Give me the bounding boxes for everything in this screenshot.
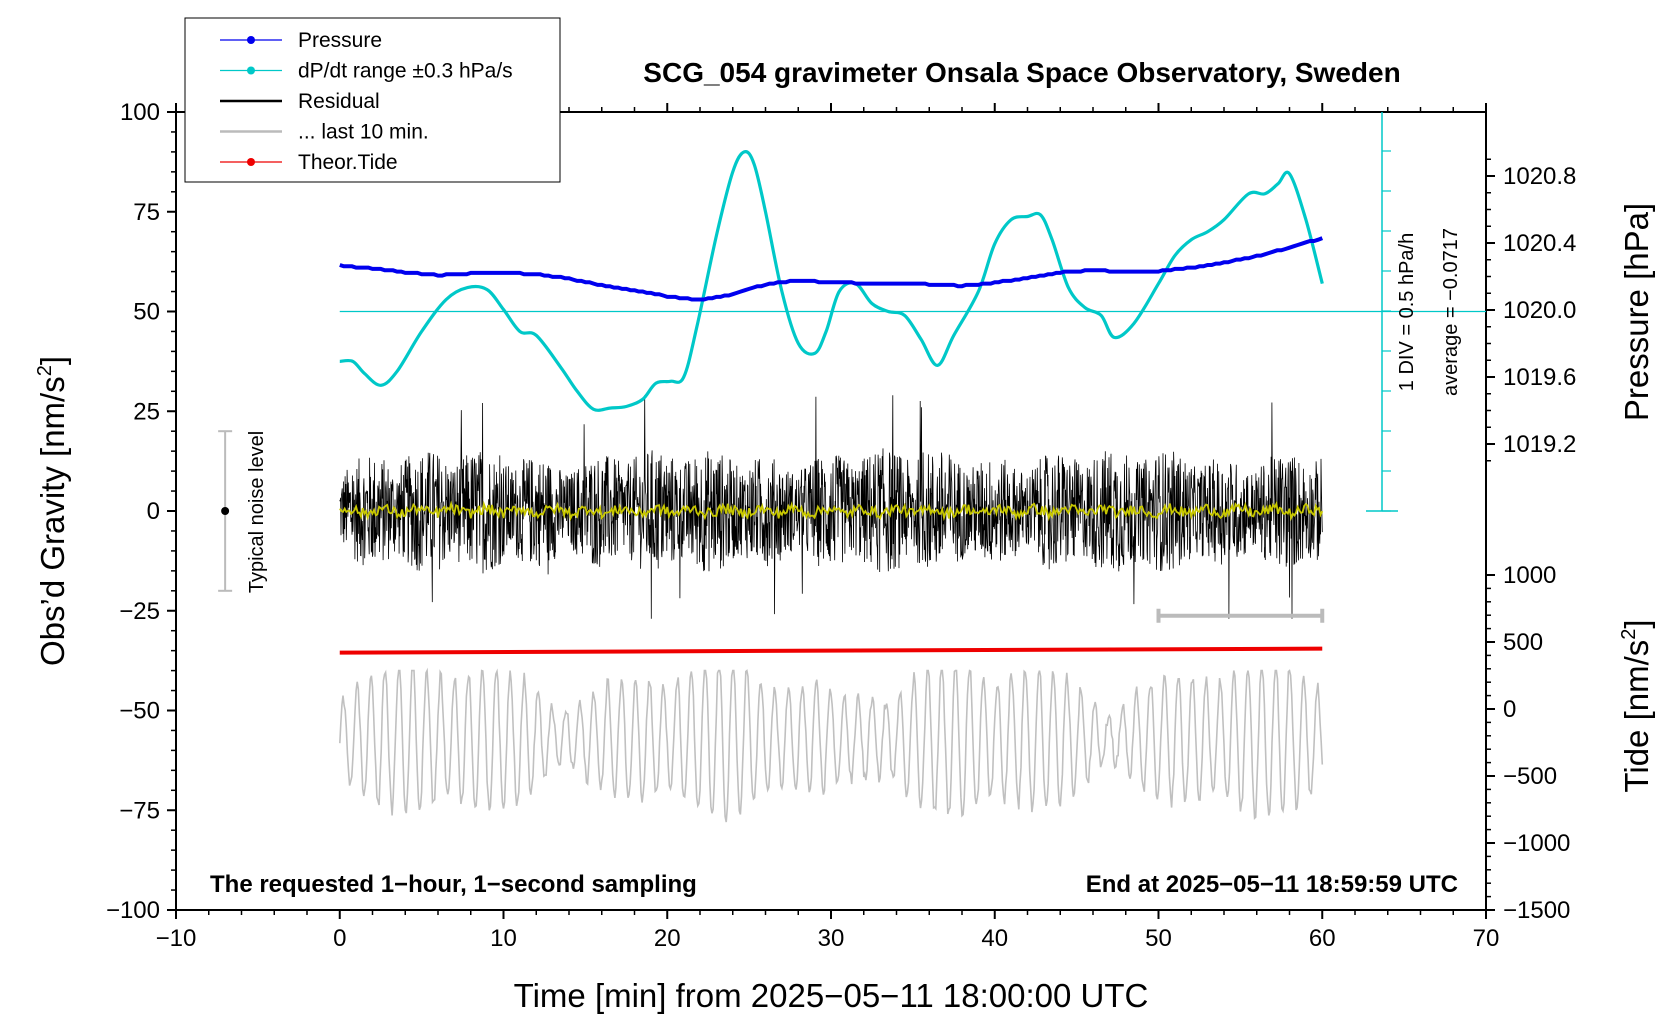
x-tick-label: 0 [333,925,346,952]
pressure-tick-label: 1019.2 [1503,431,1576,458]
x-tick-label: 30 [818,925,845,952]
y-axis-left: 100 75 50 25 0 −25 −50 −75 −100 [106,99,176,924]
y-tick-label: −75 [119,797,160,824]
y-tick-label: −50 [119,698,160,725]
y-tick-label: −25 [119,598,160,625]
x-axis: −10 0 10 20 30 40 50 60 70 [156,103,1500,952]
tide-tick-label: −500 [1503,763,1557,790]
tide-residual-gray-line [339,667,1324,823]
y-axis-left-title: Obs’d Gravity [nm/s2] [34,356,71,666]
legend-label: Theor.Tide [298,151,398,174]
legend-marker [247,36,255,44]
series-layer [339,150,1486,823]
smoothed-residual-line [339,500,1324,522]
noise-bar-center-dot [221,507,230,515]
x-tick-label: 50 [1145,925,1172,952]
pressure-tick-label: 1019.6 [1503,364,1576,391]
scale-average-label: average = −0.0717 [1440,228,1462,396]
y-axis-right-tide: 1000 500 0 −500 −1000 −1500 [1486,562,1570,924]
tide-tick-label: 500 [1503,629,1543,656]
y-tick-label: 25 [133,398,160,425]
tide-tick-label: 0 [1503,696,1516,723]
y-tick-label: −100 [106,897,160,924]
noise-level-label: Typical noise level [246,431,268,593]
y-tick-label: 100 [120,99,160,126]
legend: Pressure dP/dt range ±0.3 hPa/s Residual..… [184,17,561,183]
sampling-note: The requested 1−hour, 1−second sampling [210,871,697,898]
legend-label: Pressure [298,29,382,52]
noise-level-bar [218,430,233,592]
y-tick-label: 50 [133,299,160,326]
y-tick-label: 75 [133,199,160,226]
legend-label: Residual [298,90,380,113]
tide-tick-label: −1500 [1503,897,1570,924]
pressure-tick-label: 1020.4 [1503,230,1576,257]
pressure-series-line [339,236,1324,302]
pressure-tick-label: 1020.0 [1503,297,1576,324]
x-tick-label: 40 [981,925,1008,952]
x-tick-label: −10 [156,925,197,952]
x-tick-label: 20 [654,925,681,952]
x-tick-label: 60 [1309,925,1336,952]
residual-series-line [339,395,1323,619]
x-axis-title: Time [min] from 2025−05−11 18:00:00 UTC [514,977,1149,1014]
chart-title: SCG_054 gravimeter Onsala Space Observat… [643,57,1400,88]
legend-marker [247,66,255,75]
scale-div-label: 1 DIV = 0.5 hPa/h [1396,233,1418,391]
legend-marker [247,158,255,166]
tide-tick-label: 1000 [1503,562,1556,589]
tide-series-line [339,646,1323,655]
legend-label: ... last 10 min. [298,121,429,144]
dpdt-series-line [339,150,1324,412]
y-tick-label: 0 [147,498,160,525]
tide-tick-label: −1000 [1503,830,1570,857]
x-tick-label: 10 [490,925,517,952]
x-tick-label: 70 [1473,925,1500,952]
end-time-note: End at 2025−05−11 18:59:59 UTC [1086,871,1458,898]
y-axis-right-pressure: 1020.8 1020.4 1020.0 1019.6 1019.2 [1486,158,1576,462]
y-axis-right-pressure-title: Pressure [hPa] [1618,203,1655,421]
legend-label: dP/dt range ±0.3 hPa/s [298,60,513,83]
y-axis-right-tide-title: Tide [nm/s2] [1618,619,1655,792]
pressure-tick-label: 1020.8 [1503,163,1576,190]
